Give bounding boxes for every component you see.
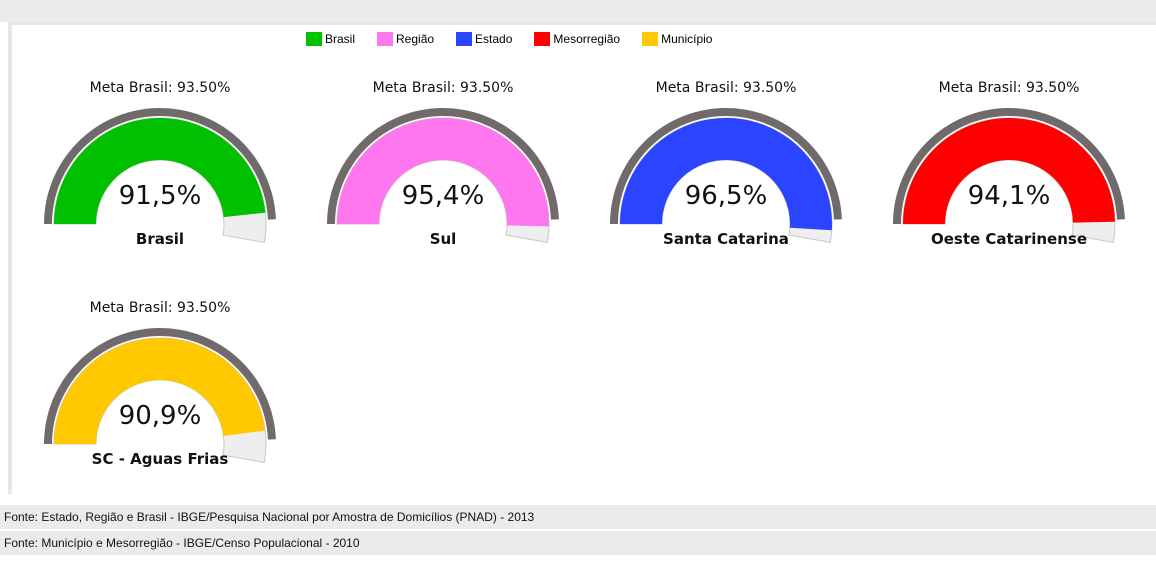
legend-swatch: [534, 32, 551, 46]
legend-label: Estado: [475, 32, 513, 46]
legend-swatch: [642, 32, 659, 46]
gauge-value-arc: [337, 118, 549, 227]
gauge-value-label: 90,9%: [118, 401, 202, 431]
source-note-1: Fonte: Estado, Região e Brasil - IBGE/Pe…: [0, 505, 1156, 529]
legend-item-regiao: Região: [377, 32, 434, 46]
gauge-sul: Meta Brasil: 93.50% 95,4% Sul: [313, 80, 573, 280]
gauge-svg: [44, 107, 276, 243]
gauge-brasil: Meta Brasil: 93.50% 91,5% Brasil: [30, 80, 290, 280]
gauge-value-label: 95,4%: [401, 181, 485, 211]
gauge-value-label: 94,1%: [967, 181, 1051, 211]
legend: Brasil Região Estado Mesorregião Municíp…: [306, 32, 734, 46]
gauge-name-label: Santa Catarina: [663, 230, 789, 248]
gauge-value-label: 91,5%: [118, 181, 202, 211]
legend-swatch: [456, 32, 473, 46]
gauge-name-label: Brasil: [135, 230, 185, 248]
legend-label: Município: [661, 32, 713, 46]
gauge-meta-label: Meta Brasil: 93.50%: [89, 80, 231, 96]
legend-item-estado: Estado: [456, 32, 512, 46]
top-strip: [0, 0, 1156, 22]
legend-swatch: [377, 32, 394, 46]
gauge-value-arc: [54, 118, 266, 224]
legend-item-mesorregiao: Mesorregião: [534, 32, 620, 46]
legend-item-brasil: Brasil: [306, 32, 355, 46]
gauge-value-arc: [620, 117, 832, 231]
gauge-name-label: Sul: [429, 230, 457, 248]
gauge-value-arc: [54, 338, 266, 444]
gauge-meta-label: Meta Brasil: 93.50%: [89, 300, 231, 316]
gauge-svg: [327, 107, 559, 243]
legend-label: Região: [396, 32, 435, 46]
legend-item-municipio: Município: [642, 32, 712, 46]
gauge-meta-label: Meta Brasil: 93.50%: [655, 80, 797, 96]
legend-label: Mesorregião: [553, 32, 621, 46]
gauge-value-arc: [903, 117, 1115, 224]
gauge-oeste-catarinense: Meta Brasil: 93.50% 94,1% Oeste Catarine…: [879, 80, 1139, 280]
legend-swatch: [306, 32, 322, 46]
gauge-santa-catarina: Meta Brasil: 93.50% 96,5% Santa Catarina: [596, 80, 856, 280]
chart-panel: [8, 22, 1156, 494]
gauge-name-label: Oeste Catarinense: [930, 230, 1087, 248]
gauge-svg: [610, 107, 842, 243]
gauge-sc-aguas-frias: Meta Brasil: 93.50% 90,9% SC - Aguas Fri…: [30, 300, 290, 500]
gauge-meta-label: Meta Brasil: 93.50%: [372, 80, 514, 96]
gauge-svg: [893, 107, 1125, 243]
legend-label: Brasil: [325, 32, 356, 46]
gauge-svg: [44, 327, 276, 463]
gauge-name-label: SC - Aguas Frias: [91, 450, 229, 468]
source-note-2: Fonte: Município e Mesorregião - IBGE/Ce…: [0, 531, 1156, 555]
gauge-meta-label: Meta Brasil: 93.50%: [938, 80, 1080, 96]
gauge-value-label: 96,5%: [684, 181, 768, 211]
